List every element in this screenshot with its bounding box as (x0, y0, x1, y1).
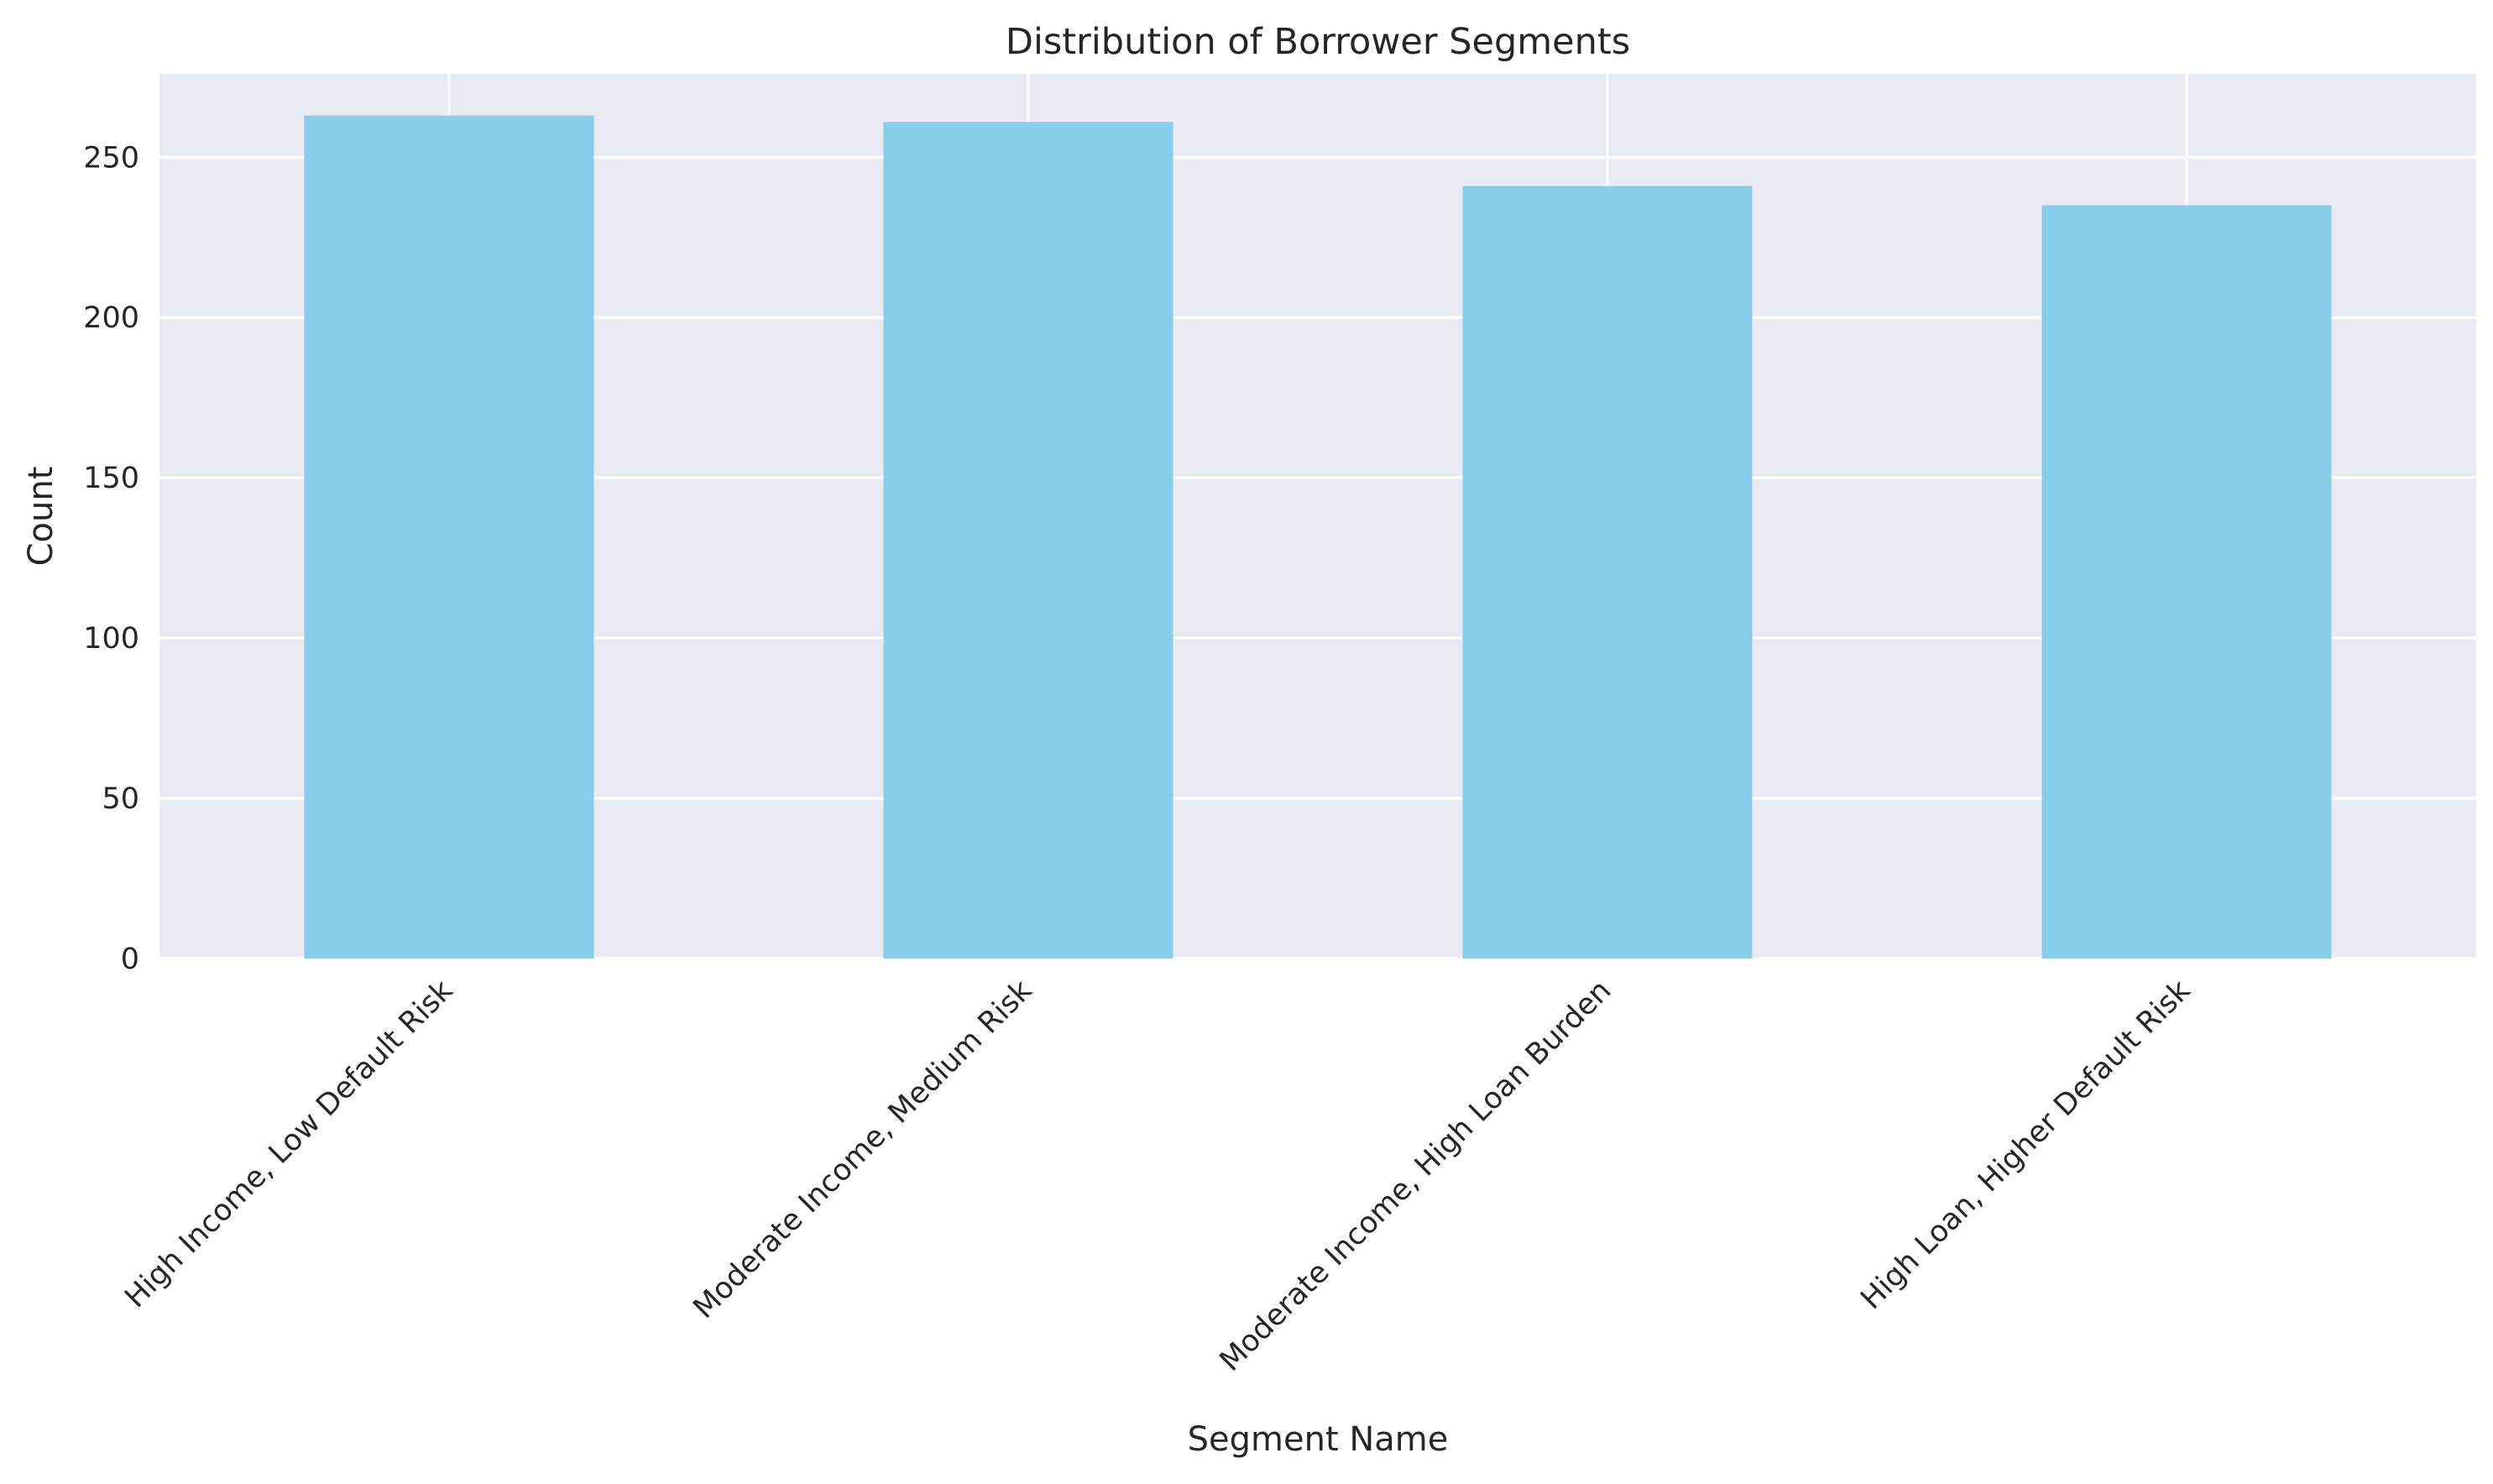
y-tick-label-200: 200 (83, 301, 139, 335)
chart-title: Distribution of Borrower Segments (1006, 21, 1630, 63)
y-tick-label-0: 0 (121, 943, 139, 976)
y-axis-label: Count (22, 467, 60, 567)
bar-moderate-income-high-loan-burden (1462, 186, 1753, 959)
bars (304, 115, 2332, 959)
y-tick-label-250: 250 (83, 141, 139, 175)
bar-high-income-low-default-risk (304, 115, 594, 959)
bar-high-loan-higher-default-risk (2041, 205, 2332, 959)
bar-moderate-income-medium-risk (883, 122, 1173, 959)
y-tick-label-150: 150 (83, 462, 139, 495)
y-axis-ticks: 0 50 100 150 200 250 (83, 141, 139, 976)
x-axis-label: Segment Name (1188, 1420, 1449, 1459)
y-tick-label-100: 100 (83, 622, 139, 656)
y-tick-label-50: 50 (102, 782, 139, 816)
